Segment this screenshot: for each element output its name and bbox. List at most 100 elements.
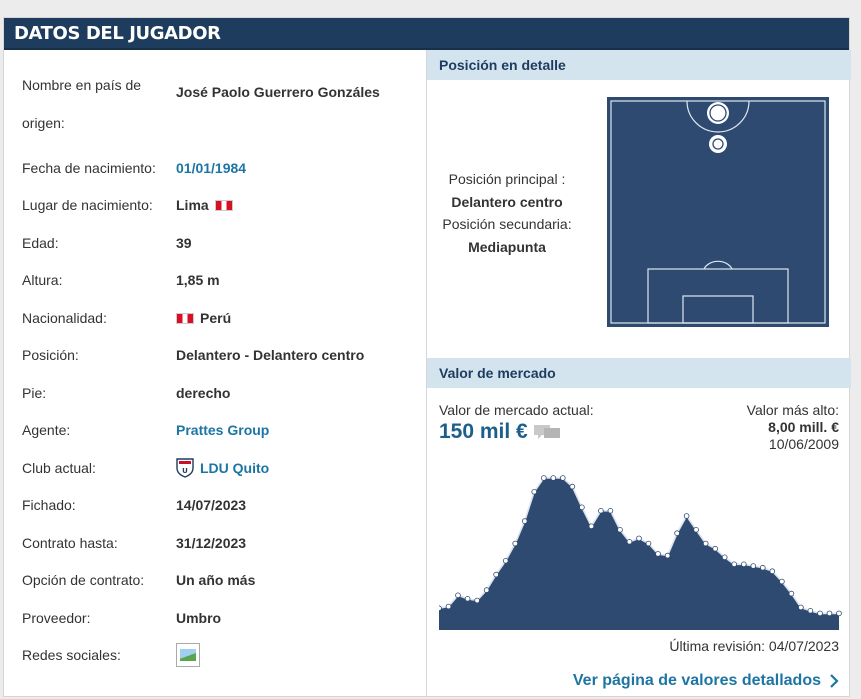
chart-point[interactable]: [769, 568, 776, 574]
club-link[interactable]: LDU Quito: [200, 460, 270, 476]
birthdate-link[interactable]: 01/01/1984: [176, 160, 247, 176]
chart-point[interactable]: [588, 523, 595, 530]
chart-point[interactable]: [731, 561, 738, 568]
birthplace-text: Lima: [176, 197, 209, 213]
social-image-icon[interactable]: [176, 643, 200, 667]
chart-point[interactable]: [788, 590, 795, 597]
chart-point[interactable]: [541, 475, 547, 481]
chart-point[interactable]: [445, 603, 452, 610]
chart-point[interactable]: [483, 587, 490, 593]
penalty-arc: [703, 260, 733, 270]
chart-point[interactable]: [569, 483, 576, 490]
peru-flag-icon: [214, 199, 233, 211]
label-agent: Agente:: [22, 422, 71, 438]
position-text: Posición principal : Delantero centro Po…: [427, 168, 587, 258]
value-height: 1,85 m: [176, 272, 220, 288]
agent-link[interactable]: Prattes Group: [176, 422, 270, 438]
chart-point[interactable]: [826, 610, 833, 617]
chart-point[interactable]: [474, 597, 480, 604]
chart-point[interactable]: [693, 526, 699, 533]
value-club[interactable]: U LDU Quito: [176, 458, 269, 478]
chart-point[interactable]: [779, 578, 785, 585]
chart-point[interactable]: [702, 540, 709, 547]
label-supplier: Proveedor:: [22, 610, 91, 626]
highest-value-date: 10/06/2009: [768, 436, 839, 452]
label-position: Posición:: [22, 347, 79, 363]
value-option: Un año más: [176, 572, 256, 588]
value-position: Delantero - Delantero centro: [176, 347, 365, 363]
chart-point[interactable]: [464, 596, 471, 602]
chart-point[interactable]: [645, 540, 652, 547]
value-supplier: Umbro: [176, 610, 222, 626]
value-nationality: Perú: [176, 310, 231, 326]
detailed-values-link[interactable]: Ver página de valores detallados: [573, 672, 839, 690]
value-social: [176, 643, 200, 667]
ldu-quito-crest-icon: U: [176, 458, 194, 478]
chart-point[interactable]: [560, 475, 566, 481]
center-circle: [686, 100, 750, 133]
chart-point[interactable]: [512, 540, 518, 547]
svg-text:U: U: [182, 467, 188, 475]
chart-point[interactable]: [531, 488, 537, 495]
comment-icon[interactable]: [533, 424, 560, 440]
revision-date: Última revisión: 04/07/2023: [669, 638, 839, 654]
chart-point[interactable]: [521, 518, 528, 524]
market-value-section: Valor de mercado Valor de mercado actual…: [427, 358, 851, 696]
current-value: 150 mil €: [439, 420, 560, 444]
main-position-value: Delantero centro: [451, 193, 563, 210]
chart-point[interactable]: [626, 539, 633, 545]
player-data-card: DATOS DEL JUGADOR Nombre en país de orig…: [3, 17, 851, 697]
chart-point[interactable]: [674, 530, 680, 536]
goal-area: [682, 295, 754, 324]
chart-point[interactable]: [579, 504, 585, 511]
label-option: Opción de contrato:: [22, 572, 145, 588]
label-birthdate: Fecha de nacimiento:: [22, 160, 156, 176]
value-name: José Paolo Guerrero Gonzáles: [176, 84, 380, 100]
chart-point[interactable]: [550, 475, 557, 481]
chart-point[interactable]: [721, 554, 728, 561]
detailed-values-text[interactable]: Ver página de valores detallados: [572, 672, 821, 689]
market-value-chart[interactable]: [439, 470, 851, 630]
chart-point[interactable]: [655, 551, 661, 557]
chart-point[interactable]: [493, 571, 499, 578]
position-section: Posición en detalle Posición principal :…: [427, 50, 851, 358]
chart-point[interactable]: [617, 526, 623, 533]
label-club: Club actual:: [22, 460, 96, 476]
label-age: Edad:: [22, 235, 59, 251]
chart-point[interactable]: [502, 558, 509, 564]
chart-point[interactable]: [750, 563, 757, 569]
chart-points: [439, 475, 842, 617]
chart-point[interactable]: [817, 610, 823, 617]
chart-point[interactable]: [712, 545, 719, 552]
secondary-position-label: Posición secundaria:: [442, 216, 572, 232]
chart-point[interactable]: [807, 608, 814, 614]
value-foot: derecho: [176, 385, 231, 401]
chart-point[interactable]: [455, 592, 461, 599]
label-name: Nombre en país de origen:: [22, 77, 142, 131]
chart-point[interactable]: [759, 564, 766, 571]
chart-point[interactable]: [598, 507, 604, 514]
label-joined: Fichado:: [22, 497, 76, 513]
chart-point[interactable]: [607, 507, 614, 514]
current-value-label: Valor de mercado actual:: [439, 402, 594, 418]
secondary-position-value: Mediapunta: [468, 238, 546, 255]
current-value-text: 150 mil €: [439, 420, 528, 443]
label-nationality: Nacionalidad:: [22, 310, 107, 326]
chart-point[interactable]: [664, 552, 671, 559]
peru-flag-icon: [176, 312, 194, 324]
chart-area: [439, 478, 839, 630]
chart-point[interactable]: [636, 535, 642, 542]
value-contract: 31/12/2023: [176, 535, 247, 551]
main-position-ring: [709, 104, 727, 122]
chart-point[interactable]: [798, 604, 804, 611]
chart-point[interactable]: [740, 561, 747, 568]
chart-point[interactable]: [836, 610, 842, 617]
chart-point[interactable]: [683, 513, 690, 519]
chart-point[interactable]: [439, 605, 442, 611]
market-value-heading: Valor de mercado: [427, 358, 851, 388]
right-panel: Posición en detalle Posición principal :…: [426, 50, 851, 696]
main-position-label: Posición principal :: [448, 171, 566, 187]
nationality-text: Perú: [200, 310, 232, 326]
label-foot: Pie:: [22, 385, 47, 401]
label-birthplace: Lugar de nacimiento:: [22, 197, 153, 213]
